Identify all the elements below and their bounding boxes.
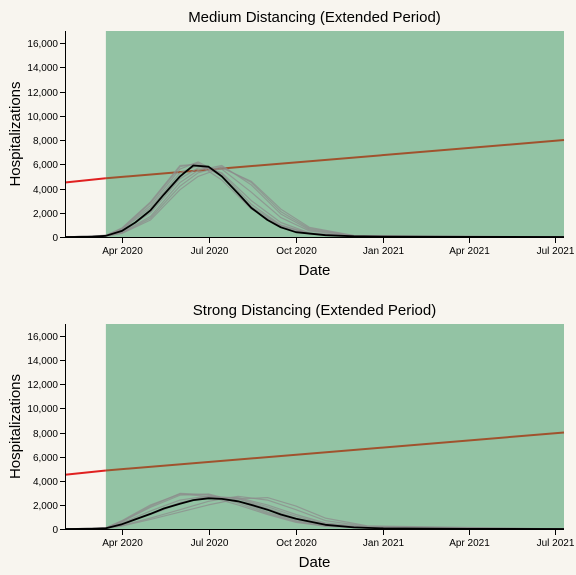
y-tick-label: 4,000 [33, 477, 58, 488]
x-tick-label: Oct 2020 [276, 538, 317, 549]
y-tick-label: 2,000 [33, 209, 58, 220]
ensemble-run-line [64, 166, 565, 238]
x-tick-label: Apr 2020 [102, 538, 143, 549]
y-tick-label: 16,000 [27, 332, 58, 343]
y-tick-label: 8,000 [33, 429, 58, 440]
y-axis-title: Hospitalizations [7, 374, 24, 479]
x-tick-label: Jan 2021 [363, 538, 405, 549]
y-tick-label: 4,000 [33, 185, 58, 196]
chart-panel-medium: 0 2,000 4,000 6,000 8,000 10,000 12,000 14,000 1… [7, 9, 575, 279]
y-tick-label: 10,000 [27, 404, 58, 415]
mean-series-line [64, 164, 565, 238]
x-tick-label: Jul 2020 [191, 246, 229, 257]
capacity-line-after [105, 431, 565, 472]
chart-title: Medium Distancing (Extended Period) [188, 9, 441, 26]
shaded-region [105, 324, 564, 529]
x-tick-label: Apr 2020 [102, 246, 143, 257]
y-tick-label: 6,000 [33, 160, 58, 171]
x-axis-title: Date [299, 262, 331, 279]
y-tick-label: 8,000 [33, 136, 58, 147]
chart-title: Strong Distancing (Extended Period) [193, 302, 436, 319]
x-tick-label: Jul 2021 [537, 538, 575, 549]
x-tick-label: Apr 2021 [449, 246, 490, 257]
y-tick-label: 14,000 [27, 63, 58, 74]
x-tick-label: Oct 2020 [276, 246, 317, 257]
shaded-region [105, 31, 564, 237]
y-tick-label: 0 [52, 233, 58, 244]
x-tick-label: Jul 2020 [191, 538, 229, 549]
ensemble-run-line [64, 497, 565, 530]
capacity-line-before [64, 177, 106, 184]
y-tick-label: 2,000 [33, 501, 58, 512]
y-tick-label: 10,000 [27, 112, 58, 123]
y-tick-label: 12,000 [27, 88, 58, 99]
y-tick-label: 0 [52, 525, 58, 536]
y-tick-label: 6,000 [33, 453, 58, 464]
chart-panel-strong: 0 2,000 4,000 6,000 8,000 10,000 12,000 14,000 1… [7, 302, 575, 571]
y-tick-label: 16,000 [27, 39, 58, 50]
x-tick-label: Jan 2021 [363, 246, 405, 257]
y-axis-title: Hospitalizations [7, 81, 24, 186]
mean-series-line [64, 497, 565, 530]
capacity-line-before [64, 469, 106, 476]
y-tick-label: 14,000 [27, 356, 58, 367]
x-tick-label: Apr 2021 [449, 538, 490, 549]
y-tick-label: 12,000 [27, 380, 58, 391]
x-tick-label: Jul 2021 [537, 246, 575, 257]
x-axis-title: Date [299, 554, 331, 571]
